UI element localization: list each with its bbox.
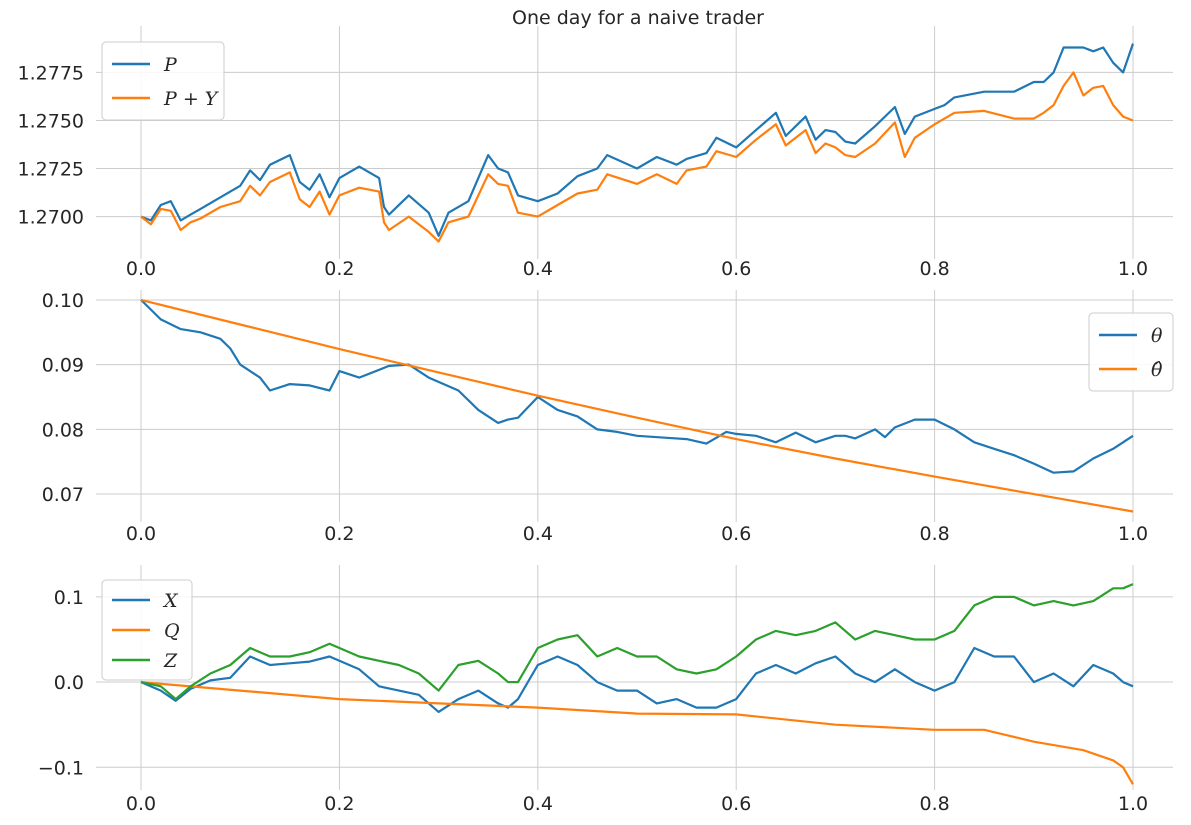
legend-label: X	[162, 590, 179, 612]
y-tick-label: 0.0	[54, 672, 84, 694]
series-line-x	[140, 646, 1134, 714]
x-tick-label: 0.6	[721, 793, 751, 815]
legend: P P + Y	[101, 41, 225, 121]
series-line-q	[140, 681, 1134, 785]
series-line-θ	[140, 299, 1134, 474]
y-tick-label: 0.1	[54, 587, 84, 609]
x-tick-label: 0.2	[324, 523, 354, 545]
x-tick-label: 1.0	[1118, 523, 1148, 545]
legend-label: Z	[163, 650, 178, 672]
y-tick-label: 1.2775	[18, 62, 84, 84]
x-tick-label: 0.4	[523, 523, 553, 545]
chart-title: One day for a naive trader	[512, 7, 764, 29]
x-tick-label: 0.8	[919, 258, 949, 280]
subplot-3: 0.0 0.2 0.4 0.6 0.8 1.0 −0.1 0.0 0.1 XQZ	[38, 565, 1173, 815]
legend-label: P	[163, 54, 178, 76]
x-tick-label: 0.0	[126, 793, 156, 815]
x-tick-label: 0.4	[523, 258, 553, 280]
legend: θ θ̂	[1088, 312, 1174, 392]
x-tick-label: 0.6	[721, 258, 751, 280]
legend-box	[101, 41, 225, 121]
legend-label: θ̂	[1151, 359, 1163, 381]
y-tick-label: 0.10	[42, 290, 84, 312]
legend: XQZ	[101, 579, 193, 681]
series-line-p-y	[140, 71, 1134, 243]
series-line-z	[140, 583, 1134, 701]
y-tick-label: 1.2700	[18, 207, 84, 229]
x-tick-label: 0.8	[919, 523, 949, 545]
x-tick-label: 0.4	[523, 793, 553, 815]
y-tick-label: 0.07	[42, 484, 84, 506]
subplot-1: 0.0 0.2 0.4 0.6 0.8 1.0 1.2700 1.2725 1.2750 1.27…	[18, 26, 1173, 280]
legend-label: θ	[1151, 325, 1163, 347]
legend-label: P + Y	[163, 88, 220, 110]
x-tick-label: 0.2	[324, 258, 354, 280]
legend-label: Q	[164, 620, 180, 642]
y-tick-label: −0.1	[38, 757, 84, 779]
subplot-2: 0.0 0.2 0.4 0.6 0.8 1.0 0.07 0.08 0.09 0.10 θ θ̂	[42, 290, 1174, 545]
x-tick-label: 1.0	[1118, 258, 1148, 280]
y-tick-label: 1.2725	[18, 159, 84, 181]
series-line-p	[140, 43, 1135, 237]
y-tick-label: 1.2750	[18, 110, 84, 132]
x-tick-label: 0.2	[324, 793, 354, 815]
x-tick-label: 0.0	[126, 258, 156, 280]
x-tick-label: 0.8	[919, 793, 949, 815]
x-tick-label: 0.6	[721, 523, 751, 545]
series-line-θ̂	[140, 298, 1134, 513]
y-tick-label: 0.09	[42, 355, 84, 377]
y-tick-label: 0.08	[42, 419, 84, 441]
legend-box	[1088, 312, 1174, 392]
x-tick-label: 0.0	[126, 523, 156, 545]
x-tick-label: 1.0	[1118, 793, 1148, 815]
